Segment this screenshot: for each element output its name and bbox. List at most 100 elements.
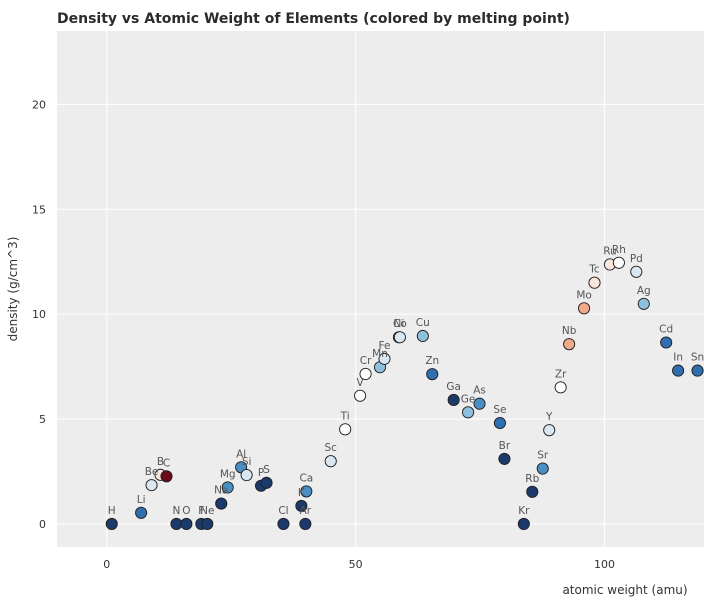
data-point-br — [498, 452, 511, 465]
data-label-in: In — [673, 352, 683, 364]
data-point-ar — [299, 517, 312, 530]
y-tick-label: 15 — [32, 203, 46, 216]
data-label-s: S — [263, 464, 270, 476]
data-point-cl — [277, 517, 290, 530]
data-label-cu: Cu — [416, 317, 430, 329]
x-tick-label: 50 — [349, 558, 363, 571]
data-label-n: N — [173, 505, 181, 517]
x-tick-label: 100 — [594, 558, 615, 571]
data-point-rh — [612, 256, 625, 269]
data-point-ne — [201, 517, 214, 530]
data-label-ti: Ti — [340, 410, 350, 422]
data-point-rb — [526, 485, 539, 498]
data-label-cd: Cd — [659, 323, 673, 335]
data-label-kr: Kr — [518, 505, 530, 517]
data-label-cr: Cr — [360, 355, 372, 367]
data-point-h — [105, 517, 118, 530]
data-point-sn — [691, 364, 704, 377]
data-point-v — [354, 389, 367, 402]
data-point-c — [160, 470, 173, 483]
data-point-kr — [517, 517, 530, 530]
data-point-ag — [637, 297, 650, 310]
data-points — [105, 256, 704, 530]
data-label-c: C — [163, 457, 170, 469]
data-label-as: As — [473, 385, 486, 397]
data-point-nb — [563, 338, 576, 351]
data-label-mg: Mg — [220, 468, 236, 480]
data-label-ru: Ru — [603, 245, 616, 257]
data-label-p: P — [258, 467, 264, 479]
data-point-mg — [221, 481, 234, 494]
data-label-b: B — [157, 456, 164, 468]
data-label-o: O — [182, 505, 190, 517]
data-label-tc: Tc — [588, 264, 600, 276]
y-tick-label: 10 — [32, 308, 46, 321]
data-label-nb: Nb — [562, 325, 577, 337]
y-axis-label: density (g/cm^3) — [6, 237, 20, 342]
data-label-ge: Ge — [461, 393, 476, 405]
y-tick-label: 5 — [39, 413, 46, 426]
data-point-s — [260, 476, 273, 489]
data-label-mn: Mn — [372, 348, 388, 360]
data-point-zn — [426, 368, 439, 381]
data-point-se — [493, 416, 506, 430]
data-label-v: V — [357, 377, 365, 389]
data-label-al: Al — [236, 448, 246, 460]
x-tick-label: 0 — [103, 558, 110, 571]
data-point-zr — [554, 381, 567, 394]
data-label-ga: Ga — [446, 381, 461, 393]
data-point-ga — [447, 393, 460, 407]
data-label-zr: Zr — [555, 368, 567, 380]
data-label-zn: Zn — [425, 355, 439, 367]
data-label-co: Co — [393, 318, 407, 330]
data-point-y — [543, 424, 556, 437]
data-point-pd — [630, 265, 643, 278]
data-label-h: H — [108, 505, 116, 517]
data-point-co — [393, 331, 406, 344]
data-label-sn: Sn — [691, 352, 704, 364]
data-point-si — [240, 469, 253, 482]
data-label-ag: Ag — [637, 285, 651, 297]
data-label-ca: Ca — [299, 472, 313, 484]
data-label-rh: Rh — [612, 244, 626, 256]
data-label-f: F — [198, 505, 204, 517]
data-point-mo — [578, 302, 591, 315]
data-point-li — [135, 506, 148, 519]
y-tick-label: 0 — [39, 518, 46, 531]
data-label-be: Be — [145, 466, 159, 478]
data-label-ne: Ne — [200, 505, 214, 517]
data-label-fe: Fe — [379, 340, 391, 352]
data-point-be — [145, 479, 158, 492]
data-point-k — [295, 499, 308, 512]
data-label-br: Br — [499, 440, 511, 452]
data-point-ti — [339, 423, 352, 436]
data-point-in — [672, 364, 685, 377]
data-point-cu — [416, 329, 429, 343]
data-label-y: Y — [545, 411, 553, 423]
data-point-na — [215, 497, 228, 510]
data-label-sc: Sc — [325, 442, 338, 454]
chart-title: Density vs Atomic Weight of Elements (co… — [57, 11, 570, 27]
data-label-na: Na — [214, 485, 228, 497]
data-point-tc — [588, 276, 601, 289]
data-label-cl: Cl — [278, 505, 288, 517]
data-point-o — [180, 517, 193, 530]
data-point-ge — [462, 406, 475, 419]
data-point-fe — [378, 352, 391, 365]
data-label-pd: Pd — [630, 253, 643, 265]
data-label-si: Si — [242, 456, 252, 468]
axis-ticks: 0 50 100 0 5 10 15 20 — [32, 98, 615, 571]
x-axis-label: atomic weight (amu) — [562, 583, 687, 597]
data-label-mo: Mo — [576, 289, 591, 301]
data-label-ar: Ar — [300, 505, 312, 517]
data-point-cr — [359, 367, 372, 381]
data-label-k: K — [298, 487, 306, 499]
data-label-sr: Sr — [537, 450, 549, 462]
data-label-se: Se — [493, 404, 506, 416]
data-label-ni: Ni — [394, 318, 405, 330]
data-point-sc — [324, 455, 337, 468]
data-label-rb: Rb — [525, 473, 539, 485]
